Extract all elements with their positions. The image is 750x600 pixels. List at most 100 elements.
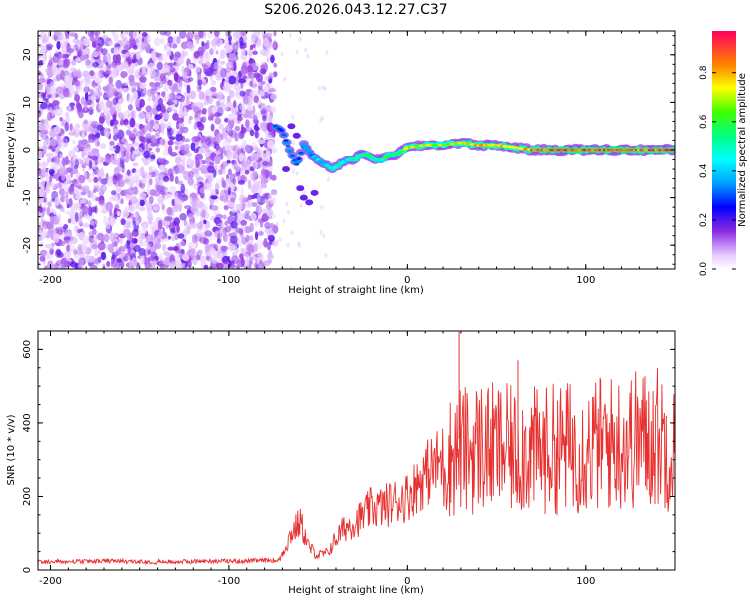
noise-speckle <box>88 190 92 199</box>
noise-speckle <box>100 167 104 177</box>
noise-speckle <box>180 196 185 203</box>
noise-speckle <box>287 210 290 215</box>
noise-speckle <box>65 111 70 119</box>
figure-title: S206.2026.043.12.27.C37 <box>264 2 447 18</box>
noise-speckle <box>151 134 156 144</box>
noise-speckle <box>89 225 95 230</box>
noise-speckle <box>38 221 43 229</box>
noise-speckle <box>90 240 98 249</box>
noise-speckle <box>123 120 129 126</box>
noise-speckle <box>137 111 145 121</box>
noise-speckle <box>40 197 44 203</box>
noise-speckle <box>203 219 207 225</box>
noise-speckle <box>135 38 139 44</box>
noise-speckle <box>260 177 265 186</box>
noise-speckle <box>121 87 129 93</box>
noise-speckle <box>245 201 251 208</box>
noise-speckle <box>204 151 210 158</box>
noise-speckle <box>187 177 195 186</box>
noise-speckle <box>141 32 148 37</box>
noise-speckle <box>275 239 279 245</box>
noise-speckle <box>175 133 183 142</box>
noise-speckle <box>270 191 278 196</box>
noise-speckle <box>152 203 161 210</box>
noise-speckle <box>254 219 260 227</box>
noise-speckle <box>268 212 276 220</box>
noise-speckle <box>101 209 108 214</box>
noise-speckle <box>62 64 69 69</box>
noise-speckle <box>167 130 173 139</box>
noise-speckle <box>65 231 71 236</box>
noise-speckle <box>143 150 151 159</box>
noise-speckle <box>174 145 179 150</box>
noise-speckle <box>290 230 294 236</box>
noise-speckle <box>64 121 70 132</box>
x-tick-label: -200 <box>39 576 62 587</box>
y-tick-label: 10 <box>22 96 33 109</box>
noise-speckle <box>187 213 194 220</box>
noise-speckle <box>174 196 182 207</box>
noise-speckle <box>226 151 231 159</box>
noise-speckle <box>249 57 253 64</box>
noise-speckle <box>280 51 284 57</box>
noise-speckle <box>206 95 214 105</box>
noise-speckle <box>51 242 55 248</box>
noise-speckle <box>85 91 89 102</box>
noise-speckle <box>215 50 219 55</box>
noise-speckle <box>166 45 172 53</box>
noise-speckle <box>190 204 199 214</box>
noise-speckle <box>84 47 90 56</box>
noise-speckle <box>138 248 146 256</box>
noise-speckle <box>230 220 238 229</box>
noise-speckle <box>84 254 91 264</box>
noise-speckle <box>144 260 151 269</box>
x-tick-label: 100 <box>576 275 595 286</box>
noise-speckle <box>105 201 114 212</box>
noise-speckle <box>213 31 220 37</box>
noise-speckle <box>140 179 148 184</box>
noise-speckle <box>54 183 63 189</box>
noise-speckle <box>241 161 249 168</box>
noise-speckle <box>58 204 64 209</box>
noise-speckle <box>145 105 152 113</box>
noise-speckle <box>206 40 210 46</box>
noise-speckle <box>213 61 219 70</box>
noise-speckle <box>146 113 152 122</box>
noise-speckle <box>260 80 266 85</box>
noise-speckle <box>54 196 60 206</box>
noise-speckle <box>232 36 241 41</box>
noise-speckle <box>122 209 129 219</box>
noise-speckle <box>321 85 325 91</box>
noise-speckle <box>143 160 150 166</box>
noise-speckle <box>207 31 214 39</box>
noise-speckle <box>289 266 293 269</box>
signal-blob <box>296 185 305 192</box>
noise-speckle <box>188 90 197 100</box>
ridge-core <box>285 144 291 148</box>
noise-speckle <box>95 197 103 202</box>
noise-speckle <box>271 148 278 154</box>
noise-speckle <box>54 31 62 37</box>
noise-speckle <box>242 145 246 152</box>
noise-speckle <box>127 104 133 111</box>
noise-speckle <box>51 147 56 152</box>
noise-speckle <box>206 175 212 185</box>
noise-speckle <box>233 61 237 72</box>
noise-speckle <box>218 55 223 61</box>
noise-speckle <box>159 31 167 36</box>
noise-speckle <box>149 189 157 196</box>
noise-speckle <box>269 72 275 79</box>
noise-speckle <box>247 179 252 190</box>
noise-speckle <box>260 102 266 111</box>
noise-speckle <box>97 84 102 93</box>
noise-speckle <box>113 167 120 176</box>
noise-speckle <box>240 219 248 226</box>
noise-speckle <box>187 64 194 69</box>
noise-speckle <box>254 130 259 139</box>
noise-speckle <box>249 222 254 233</box>
noise-speckle <box>225 31 231 38</box>
noise-speckle <box>198 31 204 39</box>
noise-speckle <box>164 256 171 266</box>
noise-speckle <box>91 148 100 154</box>
noise-speckle <box>116 258 122 263</box>
